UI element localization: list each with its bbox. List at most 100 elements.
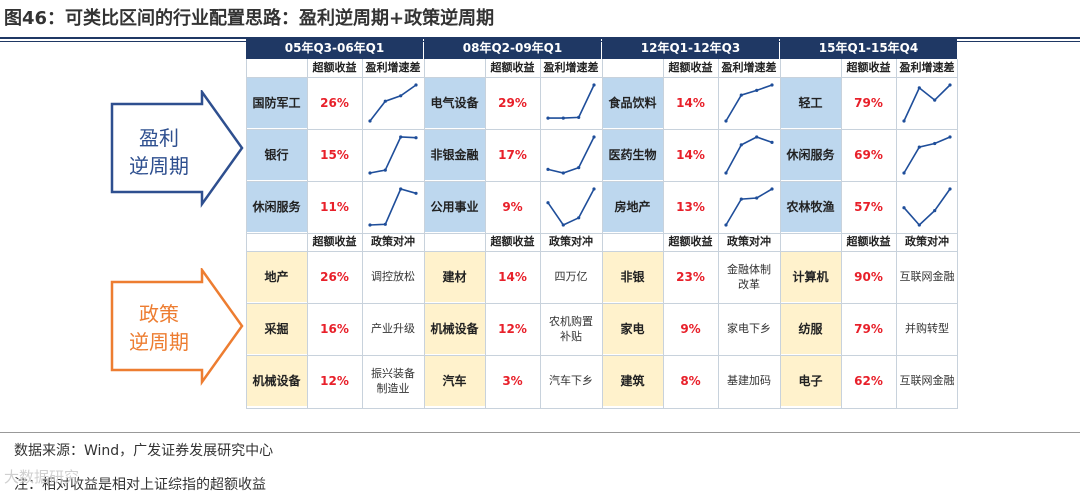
growth-gap-sparkline: [896, 77, 958, 128]
grid-line: [246, 251, 958, 252]
sparkline-series: [725, 136, 773, 174]
industry-cell: 地产: [246, 251, 307, 302]
grid-line: [246, 181, 958, 182]
excess-return-cell: 3%: [485, 355, 540, 406]
excess-return-cell: 9%: [663, 303, 718, 354]
growth-gap-sparkline: [362, 77, 424, 128]
industry-cell: 汽车: [424, 355, 485, 406]
sparkline-point: [933, 141, 937, 146]
industry-cell: 食品饮料: [602, 77, 663, 128]
grid-line: [307, 59, 308, 409]
grid-line: [896, 59, 897, 409]
industry-cell: 银行: [246, 129, 307, 180]
excess-return-cell: 11%: [307, 181, 362, 232]
growth-gap-sparkline: [718, 77, 780, 128]
growth-gap-sparkline: [362, 129, 424, 180]
sparkline-point: [755, 135, 759, 139]
sparkline-point: [739, 197, 743, 201]
growth-gap-sparkline: [540, 129, 602, 180]
subheader-growth-gap: 盈利增速差: [365, 61, 421, 74]
sparkline-point: [724, 223, 728, 227]
sparkline-point: [739, 93, 743, 97]
footer-rule: [0, 432, 1080, 433]
sparkline-point: [917, 223, 921, 227]
policy-hedge-cell: 互联网金融: [896, 355, 958, 406]
growth-gap-sparkline: [540, 181, 602, 232]
growth-gap-sparkline: [718, 181, 780, 232]
grid-line: [780, 59, 781, 409]
sparkline-series: [725, 188, 773, 226]
sparkline-chart: [724, 187, 774, 227]
industry-cell: 机械设备: [246, 355, 307, 406]
sparkline-point: [399, 135, 403, 139]
sparkline-point: [414, 191, 418, 195]
sparkline-chart: [546, 83, 596, 120]
footnote: 注：相对收益是相对上证综指的超额收益: [14, 477, 266, 493]
sparkline-point: [577, 166, 581, 170]
grid-line: [362, 59, 363, 409]
grid-line: [246, 303, 958, 304]
industry-cell: 医药生物: [602, 129, 663, 180]
watermark: 大数据研究: [4, 468, 80, 486]
period-header: 15年Q1-15年Q4: [780, 38, 957, 59]
sparkline-point: [755, 88, 759, 92]
excess-return-cell: 15%: [307, 129, 362, 180]
period-header: 08年Q2-09年Q1: [424, 38, 601, 59]
grid-line: [424, 59, 425, 409]
excess-return-cell: 57%: [841, 181, 896, 232]
growth-gap-sparkline: [540, 77, 602, 128]
sparkline-point: [561, 171, 565, 175]
subheader-policy: 政策对冲: [371, 235, 415, 248]
grid-line: [246, 129, 958, 130]
policy-hedge-cell: 汽车下乡: [540, 355, 602, 406]
subheader-return: 超额收益: [312, 235, 357, 248]
sparkline-point: [770, 187, 774, 191]
industry-cell: 家电: [602, 303, 663, 354]
subheader-return: 超额收益: [668, 235, 713, 248]
subheader-return: 超额收益: [312, 61, 357, 74]
sparkline-point: [933, 98, 937, 102]
sparkline-chart: [902, 135, 952, 175]
subheader-return: 超额收益: [846, 235, 891, 248]
sparkline-point: [592, 83, 596, 87]
sparkline-series: [903, 136, 951, 174]
sparkline-point: [739, 143, 743, 147]
industry-cell: 休闲服务: [246, 181, 307, 232]
sparkline-chart: [902, 187, 952, 227]
industry-cell: 建筑: [602, 355, 663, 406]
period-header: 05年Q3-06年Q1: [246, 38, 423, 59]
sparkline-series: [369, 84, 417, 122]
grid-line: [663, 59, 664, 409]
industry-cell: 农林牧渔: [780, 181, 841, 232]
profit-cycle-label: 盈利 逆周期: [129, 126, 189, 178]
period-header: 12年Q1-12年Q3: [602, 38, 779, 59]
policy-hedge-cell: 基建加码: [718, 355, 780, 406]
sparkline-series: [547, 188, 595, 227]
industry-cell: 建材: [424, 251, 485, 302]
grid-line: [246, 77, 958, 78]
sparkline-chart: [724, 83, 774, 123]
sparkline-chart: [368, 135, 418, 175]
sparkline-point: [368, 119, 372, 123]
grid-line: [718, 59, 719, 409]
sparkline-point: [414, 83, 418, 87]
sparkline-point: [902, 119, 906, 123]
excess-return-cell: 17%: [485, 129, 540, 180]
excess-return-cell: 23%: [663, 251, 718, 302]
growth-gap-sparkline: [896, 129, 958, 180]
sparkline-point: [414, 136, 418, 140]
sparkline-point: [755, 196, 759, 200]
excess-return-cell: 12%: [485, 303, 540, 354]
excess-return-cell: 14%: [663, 129, 718, 180]
sparkline-chart: [902, 83, 952, 123]
excess-return-cell: 26%: [307, 251, 362, 302]
sparkline-series: [903, 188, 951, 227]
excess-return-cell: 90%: [841, 251, 896, 302]
industry-cell: 电气设备: [424, 77, 485, 128]
sparkline-point: [546, 201, 550, 205]
sparkline-point: [399, 94, 403, 98]
sparkline-point: [546, 167, 550, 171]
grid-line: [957, 59, 958, 409]
sparkline-point: [383, 168, 387, 172]
policy-hedge-cell: 家电下乡: [718, 303, 780, 354]
